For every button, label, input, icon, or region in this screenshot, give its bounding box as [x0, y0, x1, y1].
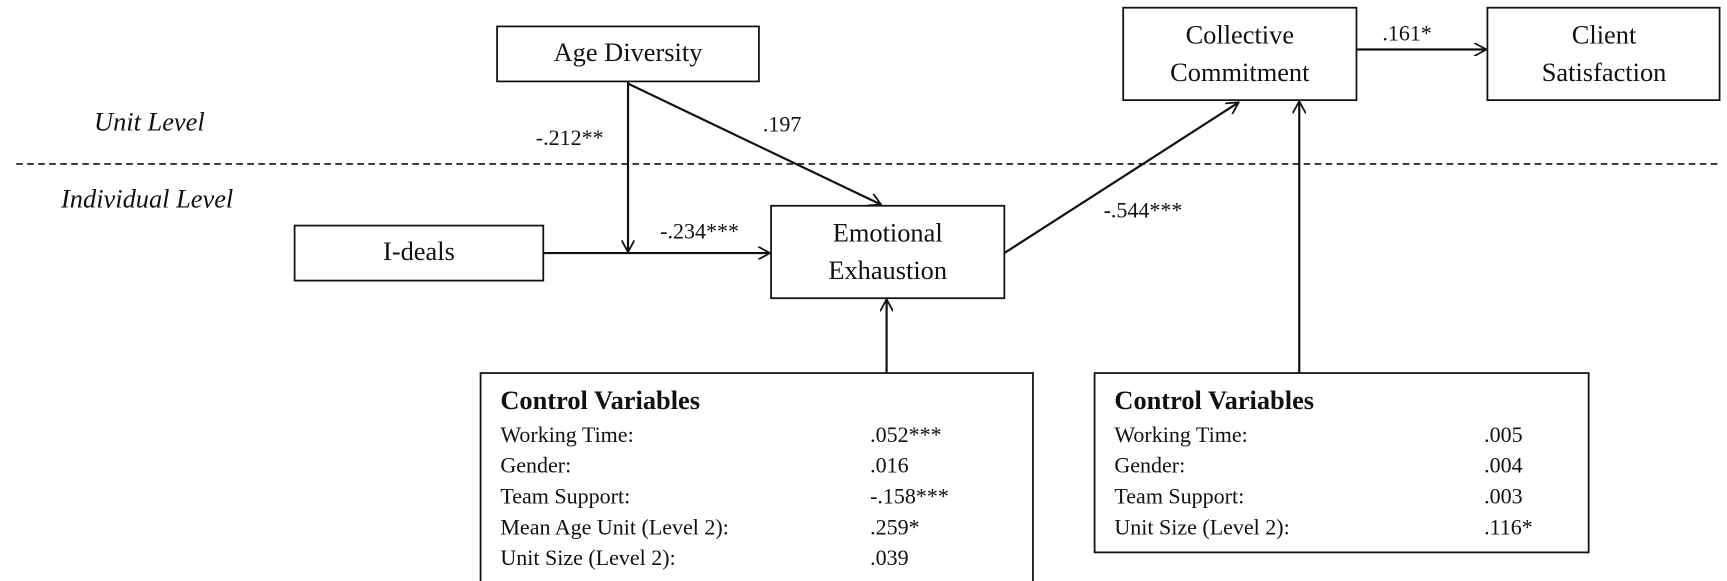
control-value: .116*: [1484, 514, 1533, 539]
node-label: Commitment: [1170, 57, 1310, 87]
control-value: .259*: [870, 514, 919, 539]
arrow: [1003, 102, 1238, 255]
node-box: [293, 224, 545, 282]
control-value: .052***: [870, 422, 942, 447]
level-label: Individual Level: [60, 183, 233, 213]
node-label: Exhaustion: [828, 255, 947, 285]
node-box: [1486, 6, 1721, 102]
control-name: Unit Size (Level 2):: [1114, 514, 1289, 539]
node-box: [496, 25, 760, 83]
node-box: [770, 204, 1006, 300]
control-box: [479, 372, 1034, 581]
control-box: [1093, 372, 1590, 554]
control-name: Mean Age Unit (Level 2):: [500, 514, 729, 539]
control-title: Control Variables: [500, 385, 700, 415]
control-value: .039: [870, 545, 909, 570]
node-box: [1122, 6, 1358, 102]
arrow: [627, 82, 881, 205]
control-name: Gender:: [1114, 453, 1185, 478]
control-title: Control Variables: [1114, 385, 1314, 415]
control-name: Working Time:: [1114, 422, 1247, 447]
node-label: I-deals: [383, 236, 455, 266]
control-name: Working Time:: [500, 422, 633, 447]
node-label: Client: [1572, 19, 1637, 49]
control-name: Team Support:: [1114, 484, 1244, 509]
node-label: Emotional: [833, 218, 943, 248]
edge-label: -.234***: [660, 218, 739, 243]
control-value: .005: [1484, 422, 1523, 447]
edge-label: -.212**: [536, 125, 604, 150]
node-label: Age Diversity: [554, 37, 704, 67]
control-name: Unit Size (Level 2):: [500, 545, 675, 570]
control-name: Team Support:: [500, 484, 630, 509]
control-name: Gender:: [500, 453, 571, 478]
control-value: .004: [1484, 453, 1523, 478]
control-value: .016: [870, 453, 909, 478]
level-label: Unit Level: [94, 106, 205, 136]
control-value: -.158***: [870, 484, 949, 509]
control-value: .003: [1484, 484, 1523, 509]
edge-label: -.544***: [1104, 197, 1183, 222]
node-label: Satisfaction: [1542, 57, 1667, 87]
node-label: Collective: [1186, 19, 1294, 49]
edge-label: .197: [763, 112, 802, 137]
edge-label: .161*: [1382, 20, 1432, 45]
